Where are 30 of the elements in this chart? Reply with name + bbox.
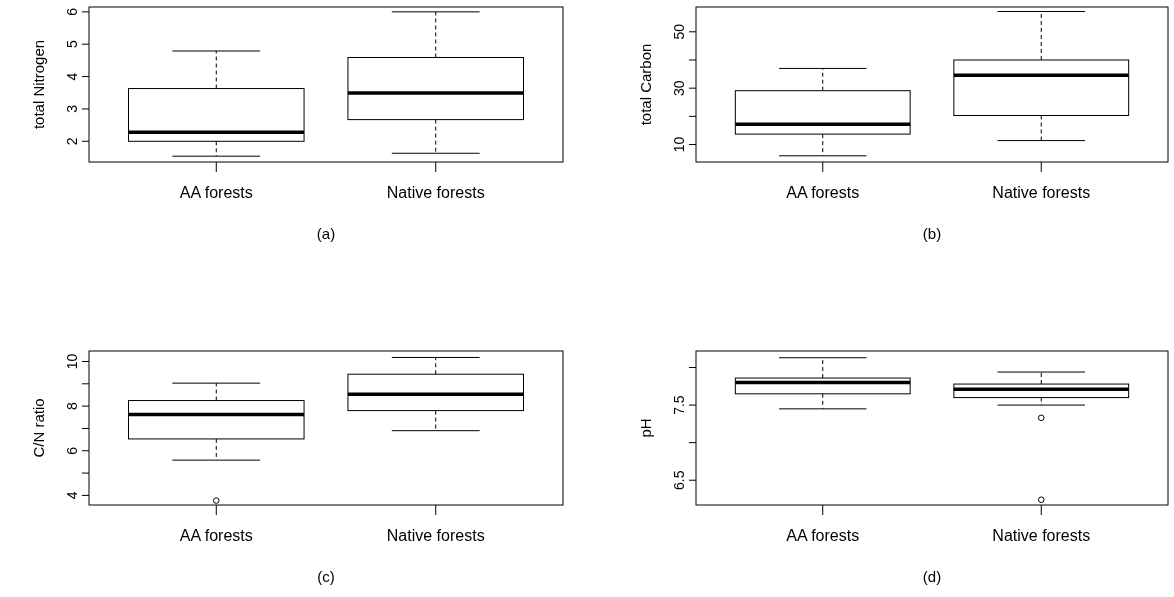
y-axis-title: total Carbon (637, 43, 654, 126)
y-tick-label: 10 (671, 136, 687, 153)
x-axis-title: (d) (922, 568, 942, 585)
y-axis-title: total Nitrogen (30, 39, 47, 130)
x-tick-label: AA forests (179, 527, 253, 544)
y-tick-label: 6 (64, 7, 80, 16)
x-axis-title: (b) (922, 225, 942, 242)
x-tick-label: Native forests (992, 527, 1091, 544)
y-axis-title: pH (637, 418, 654, 438)
x-tick-label: Native forests (386, 184, 485, 201)
x-tick-label: Native forests (386, 527, 485, 544)
y-tick-label: 2 (64, 137, 80, 146)
x-axis-title: (c) (317, 568, 335, 585)
y-tick-label: 5 (64, 40, 80, 49)
y-tick-label: 8 (64, 402, 80, 411)
y-tick-label: 50 (671, 23, 687, 40)
y-tick-label: 30 (671, 80, 687, 96)
y-tick-label: 4 (64, 491, 80, 500)
y-axis-title: C/N ratio (30, 398, 47, 458)
x-tick-label: AA forests (786, 184, 860, 201)
y-tick-label: 4 (64, 72, 80, 81)
x-tick-label: AA forests (179, 184, 253, 201)
y-tick-label: 7.5 (671, 395, 687, 415)
y-tick-label: 6 (64, 446, 80, 455)
x-tick-label: AA forests (786, 527, 860, 544)
x-axis-title: (a) (316, 225, 336, 242)
y-tick-label: 6.5 (671, 470, 687, 490)
y-tick-label: 10 (64, 353, 80, 370)
y-tick-label: 3 (64, 104, 80, 113)
x-tick-label: Native forests (992, 184, 1091, 201)
